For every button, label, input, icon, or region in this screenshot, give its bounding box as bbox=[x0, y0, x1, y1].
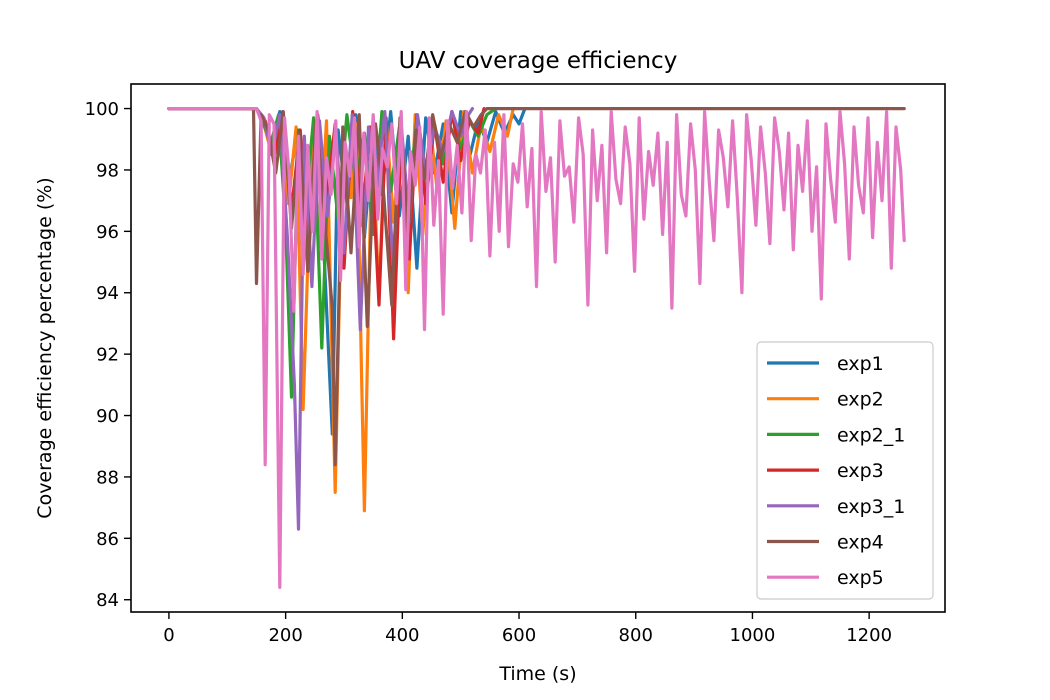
legend-item-exp1: exp1 bbox=[767, 353, 884, 375]
y-tick-label: 84 bbox=[96, 590, 119, 611]
y-tick-label: 90 bbox=[96, 406, 119, 427]
x-tick-label: 400 bbox=[385, 625, 419, 646]
x-tick-label: 1000 bbox=[730, 625, 776, 646]
legend-item-exp3_1: exp3_1 bbox=[767, 496, 905, 518]
x-axis: 0 200 400 600 800 1000 1200 bbox=[163, 612, 892, 646]
y-tick-label: 94 bbox=[96, 283, 119, 304]
x-tick-label: 600 bbox=[502, 625, 536, 646]
x-tick-label: 1200 bbox=[846, 625, 892, 646]
legend-label: exp4 bbox=[837, 532, 884, 554]
y-tick-label: 88 bbox=[96, 467, 119, 488]
x-tick-label: 800 bbox=[619, 625, 653, 646]
legend-item-exp2_1: exp2_1 bbox=[767, 424, 905, 446]
legend-label: exp2 bbox=[837, 389, 884, 411]
legend-label: exp1 bbox=[837, 353, 884, 375]
x-axis-title: Time (s) bbox=[498, 663, 576, 685]
y-tick-label: 98 bbox=[96, 160, 119, 181]
x-tick-label: 200 bbox=[268, 625, 302, 646]
legend-label: exp3_1 bbox=[837, 496, 905, 518]
legend-item-exp5: exp5 bbox=[767, 567, 884, 589]
legend-label: exp5 bbox=[837, 567, 884, 589]
y-tick-label: 86 bbox=[96, 529, 119, 550]
legend-label: exp3 bbox=[837, 460, 884, 482]
y-tick-label: 92 bbox=[96, 345, 119, 366]
series-layer bbox=[167, 106, 906, 590]
series-line-exp4 bbox=[167, 106, 906, 467]
y-axis: 84 86 88 90 92 94 96 98 100 bbox=[85, 99, 131, 611]
plot-frame bbox=[130, 83, 946, 613]
legend-item-exp2: exp2 bbox=[767, 389, 884, 411]
legend: exp1 exp2 exp2_1 exp3 exp3_1 exp4 exp5 bbox=[756, 341, 934, 600]
y-axis-title: Coverage efficiency percentage (%) bbox=[34, 177, 56, 518]
series-line-exp5 bbox=[167, 106, 906, 590]
chart-title: UAV coverage efficiency bbox=[399, 48, 678, 74]
legend-label: exp2_1 bbox=[837, 424, 905, 446]
legend-box bbox=[756, 341, 934, 600]
y-tick-label: 100 bbox=[85, 99, 119, 120]
x-tick-label: 0 bbox=[163, 625, 174, 646]
legend-item-exp3: exp3 bbox=[767, 460, 884, 482]
y-tick-label: 96 bbox=[96, 222, 119, 243]
legend-item-exp4: exp4 bbox=[767, 532, 884, 554]
